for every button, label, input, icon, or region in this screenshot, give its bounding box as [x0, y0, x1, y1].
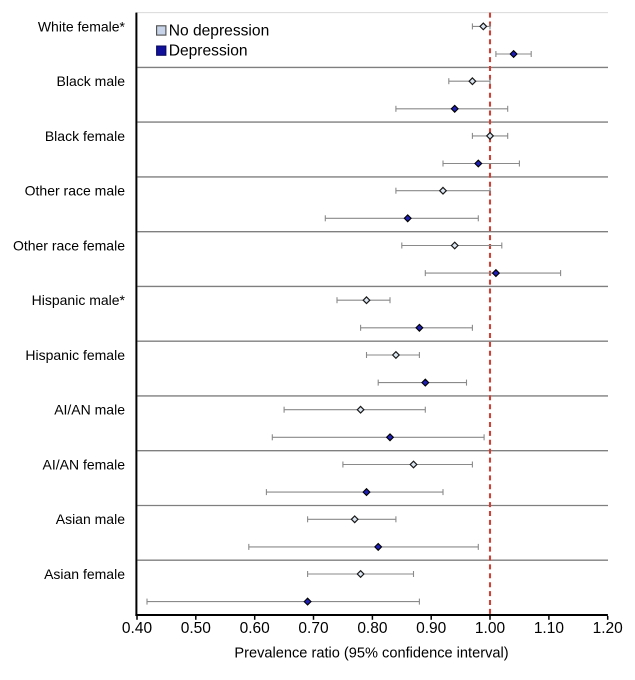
svg-text:0.50: 0.50 — [181, 620, 212, 637]
svg-text:White female*: White female* — [38, 18, 126, 34]
svg-text:1.00: 1.00 — [475, 620, 506, 637]
svg-text:1.20: 1.20 — [593, 620, 624, 637]
svg-text:Hispanic female: Hispanic female — [25, 347, 125, 363]
svg-text:0.40: 0.40 — [122, 620, 153, 637]
svg-text:Prevalence ratio (95% confiden: Prevalence ratio (95% confidence interva… — [234, 646, 508, 662]
svg-text:0.60: 0.60 — [240, 620, 271, 637]
svg-text:Asian male: Asian male — [56, 511, 125, 527]
svg-text:1.10: 1.10 — [534, 620, 565, 637]
svg-text:AI/AN male: AI/AN male — [54, 402, 125, 418]
svg-text:0.90: 0.90 — [416, 620, 447, 637]
svg-text:Asian female: Asian female — [44, 566, 125, 582]
svg-text:Other race female: Other race female — [13, 237, 125, 253]
svg-text:Hispanic male*: Hispanic male* — [32, 292, 126, 308]
svg-text:Black male: Black male — [57, 73, 126, 89]
svg-text:No depression: No depression — [169, 22, 270, 39]
svg-text:0.80: 0.80 — [357, 620, 388, 637]
svg-text:Other race male: Other race male — [25, 183, 126, 199]
svg-text:0.70: 0.70 — [298, 620, 329, 637]
svg-text:AI/AN female: AI/AN female — [43, 456, 126, 472]
svg-text:Depression: Depression — [169, 43, 248, 60]
svg-text:Black female: Black female — [45, 128, 125, 144]
